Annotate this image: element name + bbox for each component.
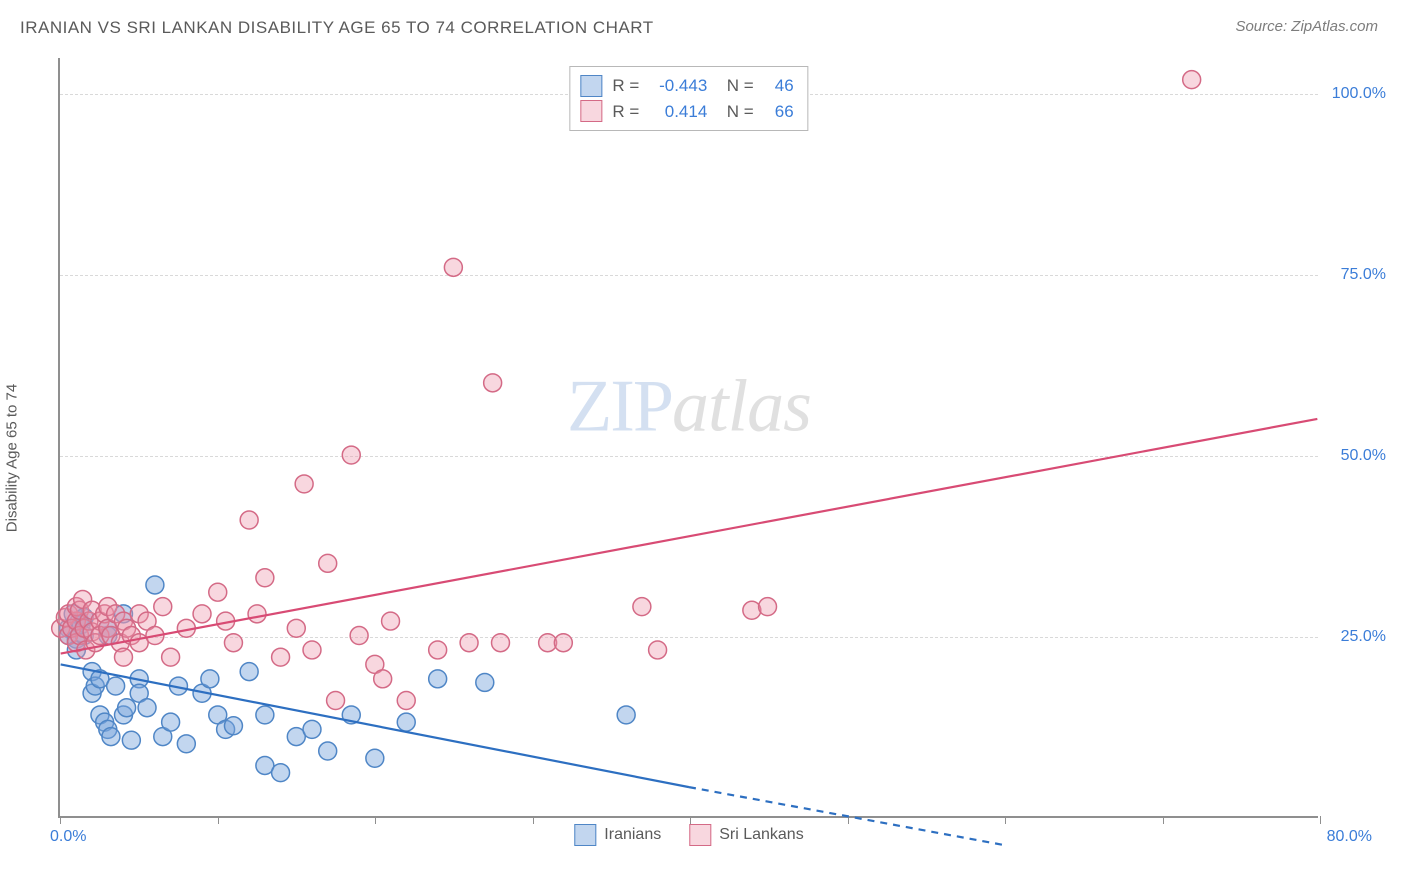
scatter-point [162, 648, 180, 666]
legend-r-value-srilankans: 0.414 [649, 99, 707, 125]
scatter-point [759, 598, 777, 616]
swatch-iranians [580, 75, 602, 97]
scatter-point [240, 663, 258, 681]
plot-area: ZIPatlas R = -0.443 N = 46 R = 0.414 N =… [58, 58, 1318, 818]
series-legend: Iranians Sri Lankans [574, 824, 803, 846]
scatter-point [319, 742, 337, 760]
legend-n-value-srilankans: 66 [764, 99, 794, 125]
scatter-point [224, 634, 242, 652]
scatter-point [272, 764, 290, 782]
y-axis-label: Disability Age 65 to 74 [4, 384, 21, 532]
scatter-point [366, 749, 384, 767]
scatter-point [287, 619, 305, 637]
source-attribution: Source: ZipAtlas.com [1235, 18, 1378, 35]
scatter-point [743, 601, 761, 619]
swatch-srilankans [580, 100, 602, 122]
chart-container: Disability Age 65 to 74 ZIPatlas R = -0.… [44, 58, 1384, 858]
scatter-point [350, 627, 368, 645]
y-tick-label: 75.0% [1341, 266, 1386, 284]
scatter-point [256, 706, 274, 724]
scatter-point [649, 641, 667, 659]
scatter-point [374, 670, 392, 688]
legend-item-srilankans: Sri Lankans [689, 824, 804, 846]
scatter-point [146, 576, 164, 594]
scatter-point [342, 446, 360, 464]
legend-n-value-iranians: 46 [764, 73, 794, 99]
scatter-point [248, 605, 266, 623]
y-tick-label: 100.0% [1332, 85, 1386, 103]
scatter-point [397, 692, 415, 710]
y-tick-label: 25.0% [1341, 628, 1386, 646]
scatter-point [162, 713, 180, 731]
scatter-point [107, 677, 125, 695]
legend-label-srilankans: Sri Lankans [719, 826, 804, 844]
scatter-point [476, 673, 494, 691]
legend-r-label: R = [612, 73, 639, 99]
scatter-point [319, 554, 337, 572]
scatter-point [154, 598, 172, 616]
scatter-point [138, 699, 156, 717]
scatter-point [484, 374, 502, 392]
scatter-point [1183, 71, 1201, 89]
scatter-point [444, 258, 462, 276]
scatter-point [209, 583, 227, 601]
swatch-srilankans-bottom [689, 824, 711, 846]
legend-row-srilankans: R = 0.414 N = 66 [580, 99, 793, 125]
legend-r-label: R = [612, 99, 639, 125]
scatter-point [102, 728, 120, 746]
legend-row-iranians: R = -0.443 N = 46 [580, 73, 793, 99]
scatter-point [492, 634, 510, 652]
trend-line [61, 419, 1318, 654]
legend-r-value-iranians: -0.443 [649, 73, 707, 99]
scatter-point [177, 735, 195, 753]
legend-n-label: N = [717, 73, 753, 99]
chart-title: IRANIAN VS SRI LANKAN DISABILITY AGE 65 … [20, 18, 654, 38]
scatter-point [224, 717, 242, 735]
scatter-point [272, 648, 290, 666]
scatter-point [118, 699, 136, 717]
scatter-point [617, 706, 635, 724]
scatter-point [303, 720, 321, 738]
scatter-point [633, 598, 651, 616]
legend-label-iranians: Iranians [604, 826, 661, 844]
scatter-point [382, 612, 400, 630]
correlation-legend: R = -0.443 N = 46 R = 0.414 N = 66 [569, 66, 808, 131]
legend-item-iranians: Iranians [574, 824, 661, 846]
scatter-point [240, 511, 258, 529]
scatter-point [295, 475, 313, 493]
y-tick-label: 50.0% [1341, 447, 1386, 465]
x-axis-max-label: 80.0% [1327, 828, 1372, 846]
scatter-point [429, 670, 447, 688]
scatter-point [397, 713, 415, 731]
scatter-point [460, 634, 478, 652]
scatter-point [201, 670, 219, 688]
legend-n-label: N = [717, 99, 753, 125]
scatter-point [115, 648, 133, 666]
scatter-point [256, 569, 274, 587]
scatter-svg [60, 58, 1318, 816]
swatch-iranians-bottom [574, 824, 596, 846]
scatter-point [327, 692, 345, 710]
scatter-point [193, 605, 211, 623]
scatter-point [554, 634, 572, 652]
scatter-point [122, 731, 140, 749]
scatter-point [429, 641, 447, 659]
scatter-point [303, 641, 321, 659]
x-axis-min-label: 0.0% [50, 828, 86, 846]
